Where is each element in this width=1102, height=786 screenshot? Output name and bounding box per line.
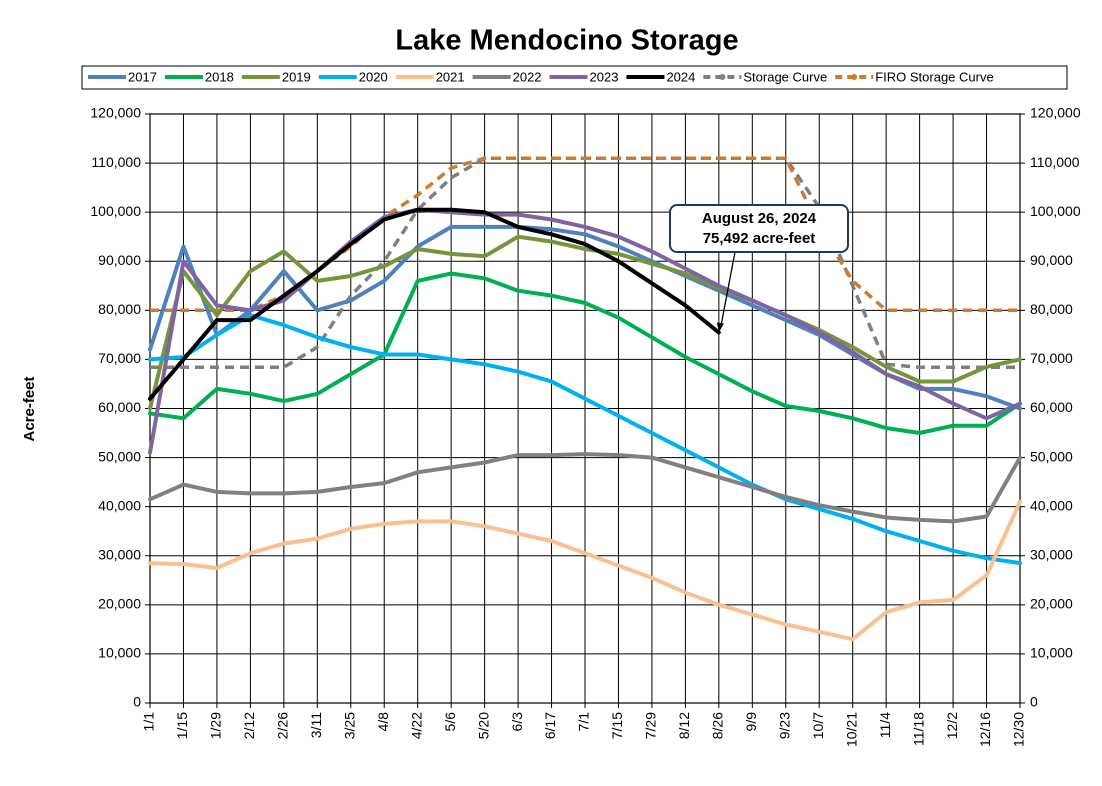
annotation-text: 75,492 acre-feet (703, 230, 816, 247)
x-tick-label: 10/21 (843, 712, 859, 747)
y2-tick-label: 50,000 (1030, 448, 1073, 464)
y-tick-label: 30,000 (98, 546, 141, 562)
x-tick-label: 7/29 (643, 712, 659, 739)
series-line (148, 234, 1022, 411)
y-tick-label: 0 (133, 694, 141, 710)
x-tick-label: 4/22 (408, 712, 424, 739)
y-tick-label: 80,000 (98, 301, 141, 317)
y-tick-label: 70,000 (98, 350, 141, 366)
legend-label: Storage Curve (743, 69, 827, 84)
series-line (148, 207, 721, 401)
x-tick-label: 3/11 (308, 712, 324, 738)
x-tick-label: 12/2 (944, 712, 960, 739)
x-tick-label: 1/29 (208, 712, 224, 739)
x-tick-label: 1/1 (141, 712, 157, 732)
y-tick-label: 10,000 (98, 645, 141, 661)
legend-marker (851, 74, 858, 80)
x-tick-label: 2/26 (275, 712, 291, 739)
y-tick-label: 110,000 (91, 154, 141, 170)
y2-tick-label: 110,000 (1030, 154, 1080, 170)
y2-tick-label: 40,000 (1030, 497, 1073, 513)
y2-tick-label: 80,000 (1030, 301, 1073, 317)
x-tick-label: 10/7 (810, 712, 826, 739)
x-tick-label: 11/4 (877, 712, 893, 738)
x-tick-label: 7/15 (609, 712, 625, 739)
y-tick-label: 60,000 (98, 399, 141, 415)
y2-tick-label: 100,000 (1030, 203, 1081, 219)
x-tick-label: 9/9 (743, 712, 759, 732)
legend-marker (719, 74, 726, 80)
x-tick-label: 4/8 (375, 712, 391, 732)
y2-tick-label: 70,000 (1030, 350, 1073, 366)
y2-tick-label: 10,000 (1030, 645, 1073, 661)
legend-label: 2023 (590, 69, 619, 84)
x-tick-label: 7/1 (576, 712, 592, 732)
series-line (148, 207, 1022, 455)
y2-tick-label: 60,000 (1030, 399, 1073, 415)
legend-label: 2019 (282, 69, 311, 84)
series-line (148, 313, 1022, 566)
series-line (148, 271, 1022, 435)
y-tick-label: 100,000 (90, 203, 141, 219)
y-tick-label: 20,000 (98, 596, 141, 612)
y2-tick-label: 0 (1030, 694, 1038, 710)
legend-label: 2024 (666, 69, 695, 84)
annotation-box (669, 204, 849, 253)
x-tick-label: 8/12 (676, 712, 692, 739)
y-tick-label: 50,000 (98, 448, 141, 464)
y-tick-label: 120,000 (90, 105, 141, 121)
x-tick-label: 12/16 (977, 712, 993, 747)
legend-label: 2017 (128, 69, 157, 84)
legend-label: 2020 (359, 69, 388, 84)
y2-tick-label: 90,000 (1030, 252, 1073, 268)
chart-title: Lake Mendocino Storage (395, 25, 738, 57)
series-line (148, 499, 1022, 642)
x-tick-label: 12/30 (1011, 712, 1027, 747)
x-tick-label: 6/3 (509, 712, 525, 732)
x-tick-label: 6/17 (542, 712, 558, 739)
y-tick-label: 90,000 (98, 252, 141, 268)
x-tick-label: 9/23 (776, 712, 792, 739)
annotation-arrowhead (716, 322, 724, 333)
legend-label: 2022 (513, 69, 542, 84)
x-tick-label: 8/26 (710, 712, 726, 739)
x-tick-label: 1/15 (174, 712, 190, 739)
y2-tick-label: 120,000 (1030, 105, 1081, 121)
annotation-text: August 26, 2024 (702, 210, 817, 227)
y-axis-title: Acre-feet (21, 376, 38, 441)
annotation-arrow (720, 251, 736, 327)
y2-tick-label: 20,000 (1030, 596, 1073, 612)
x-tick-label: 11/18 (910, 712, 926, 746)
legend-label: FIRO Storage Curve (875, 69, 994, 84)
x-tick-label: 5/6 (442, 712, 458, 732)
legend-label: 2021 (436, 69, 465, 84)
y2-tick-label: 30,000 (1030, 546, 1073, 562)
y-tick-label: 40,000 (98, 497, 141, 513)
series-line (148, 452, 1022, 524)
x-tick-label: 2/12 (241, 712, 257, 739)
x-tick-label: 3/25 (341, 712, 357, 739)
x-tick-label: 5/20 (475, 712, 491, 739)
legend-label: 2018 (205, 69, 234, 84)
